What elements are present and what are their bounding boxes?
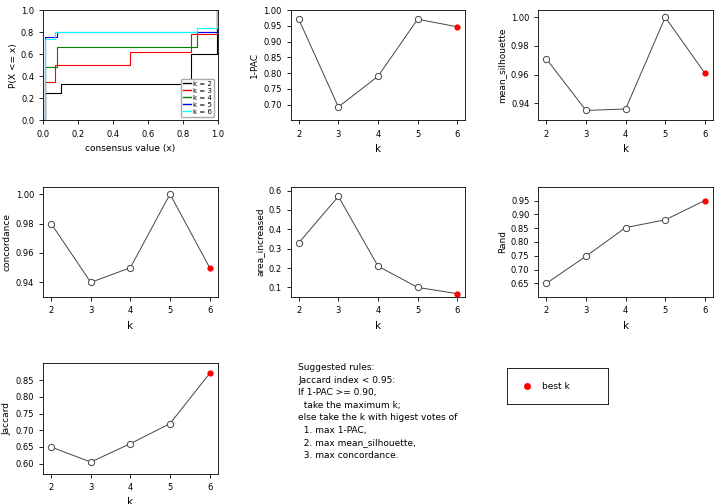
Text: Suggested rules:
Jaccard index < 0.95:
If 1-PAC >= 0.90,
  take the maximum k;
e: Suggested rules: Jaccard index < 0.95: I…	[298, 363, 457, 460]
X-axis label: k: k	[623, 144, 629, 154]
X-axis label: k: k	[623, 321, 629, 331]
X-axis label: k: k	[375, 144, 381, 154]
Text: best k: best k	[542, 382, 570, 391]
X-axis label: consensus value (x): consensus value (x)	[85, 144, 176, 153]
X-axis label: k: k	[375, 321, 381, 331]
Y-axis label: mean_silhouette: mean_silhouette	[498, 28, 507, 103]
Legend: k = 2, k = 3, k = 4, k = 5, k = 6: k = 2, k = 3, k = 4, k = 5, k = 6	[181, 79, 214, 117]
X-axis label: k: k	[127, 321, 133, 331]
Y-axis label: 1-PAC: 1-PAC	[250, 52, 259, 78]
Y-axis label: concordance: concordance	[2, 213, 12, 271]
Y-axis label: area_increased: area_increased	[256, 208, 264, 276]
X-axis label: k: k	[127, 497, 133, 504]
Y-axis label: P(X <= x): P(X <= x)	[9, 43, 18, 88]
Y-axis label: Jaccard: Jaccard	[2, 402, 12, 435]
Y-axis label: Rand: Rand	[498, 230, 507, 254]
